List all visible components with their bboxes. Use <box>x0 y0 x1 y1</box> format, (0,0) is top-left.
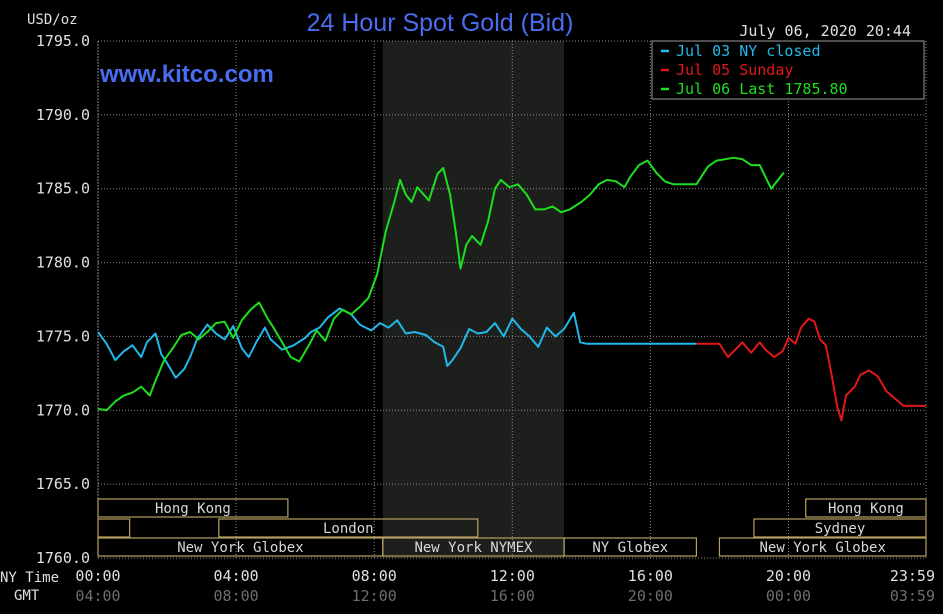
legend-entry: Jul 05 Sunday <box>676 61 793 79</box>
x-tick-ny: 00:00 <box>75 567 120 585</box>
y-tick-label: 1765.0 <box>36 475 90 493</box>
x-axis-gmt-label: GMT <box>14 588 40 604</box>
legend-entry: Jul 03 NY closed <box>676 42 821 60</box>
session-label: New York Globex <box>177 540 303 556</box>
session-box <box>563 537 698 557</box>
x-tick-ny: 20:00 <box>766 567 811 585</box>
session-box <box>97 498 289 518</box>
x-tick-gmt: 00:00 <box>766 587 811 605</box>
session-box <box>97 518 131 538</box>
series-line-2 <box>696 317 926 422</box>
x-tick-ny: 16:00 <box>628 567 673 585</box>
session-label: Sydney <box>815 521 866 537</box>
x-tick-gmt: 16:00 <box>490 587 535 605</box>
axes: 1795.0 1790.0 1785.0 1780.0 1775.0 1770.0 1765… <box>0 32 935 605</box>
x-tick-gmt: 20:00 <box>628 587 673 605</box>
session-label: London <box>323 521 374 537</box>
price-series <box>97 156 926 422</box>
session-label: Hong Kong <box>828 501 904 517</box>
unit-label: USD/oz <box>27 12 78 28</box>
x-tick-ny: 08:00 <box>352 567 397 585</box>
legend-entry: Jul 06 Last 1785.80 <box>676 80 848 98</box>
grid <box>97 40 927 559</box>
y-tick-label: 1775.0 <box>36 327 90 345</box>
session-box <box>218 518 479 538</box>
y-tick-label: 1795.0 <box>36 32 90 50</box>
y-tick-label: 1780.0 <box>36 254 90 272</box>
timestamp: July 06, 2020 20:44 <box>739 22 911 40</box>
x-tick-gmt: 12:00 <box>352 587 397 605</box>
watermark: www.kitco.com <box>99 61 274 88</box>
x-tick-ny: 12:00 <box>490 567 535 585</box>
series-line-3 <box>97 156 785 412</box>
chart-title: 24 Hour Spot Gold (Bid) <box>307 9 574 37</box>
x-tick-ny: 04:00 <box>214 567 259 585</box>
x-tick-gmt: 04:00 <box>75 587 120 605</box>
nymex-shade <box>382 41 565 558</box>
plot-border <box>97 40 927 559</box>
nymex-shaded-region <box>382 41 565 558</box>
session-label: New York NYMEX <box>414 540 533 556</box>
session-label: New York Globex <box>759 540 885 556</box>
x-tick-ny: 23:59 <box>890 567 935 585</box>
y-tick-label: 1790.0 <box>36 106 90 124</box>
session-box <box>753 518 927 538</box>
y-tick-label: 1770.0 <box>36 401 90 419</box>
y-tick-label: 1760.0 <box>36 549 90 567</box>
x-tick-gmt: 03:59 <box>890 587 935 605</box>
session-box <box>718 537 927 557</box>
session-label: Hong Kong <box>155 501 231 517</box>
y-tick-label: 1785.0 <box>36 180 90 198</box>
session-box <box>805 498 927 518</box>
x-axis-ny-label: NY Time <box>0 570 59 586</box>
market-sessions: Hong Kong London New York Globex New York N… <box>97 498 927 557</box>
session-label: NY Globex <box>592 540 668 556</box>
x-tick-gmt: 08:00 <box>214 587 259 605</box>
